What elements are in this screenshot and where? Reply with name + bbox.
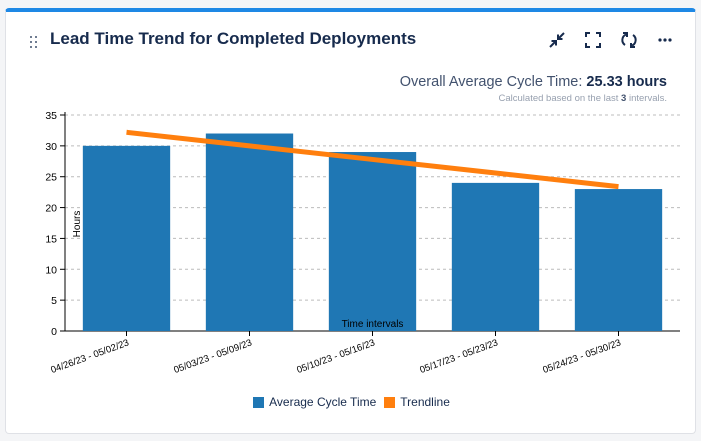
refresh-button[interactable]: [617, 28, 641, 52]
legend-item[interactable]: Trendline: [384, 395, 450, 409]
collapse-button[interactable]: [545, 28, 569, 52]
x-tick-label: 05/03/23 - 05/09/23: [172, 337, 253, 376]
x-tick-label: 05/17/23 - 05/23/23: [418, 337, 499, 376]
trendline: [126, 129, 619, 190]
bar: [451, 182, 540, 331]
summary-note: Calculated based on the last 3 intervals…: [400, 93, 667, 104]
chart-legend: Average Cycle Time Trendline: [6, 395, 697, 411]
more-icon: [658, 38, 672, 42]
y-tick-label: 0: [51, 326, 57, 338]
fullscreen-button[interactable]: [581, 28, 605, 52]
bar: [82, 145, 171, 331]
bar: [574, 189, 663, 331]
legend-item[interactable]: Average Cycle Time: [253, 395, 376, 409]
y-axis-label: Hours: [72, 211, 83, 238]
legend-label: Average Cycle Time: [269, 395, 377, 409]
note-suffix: intervals.: [628, 93, 667, 104]
y-tick-label: 35: [45, 110, 57, 122]
y-tick-label: 5: [51, 295, 57, 307]
note-prefix: Calculated based on the last: [498, 93, 619, 104]
fullscreen-icon: [585, 32, 601, 48]
drag-handle-icon[interactable]: [30, 36, 40, 50]
summary-label: Overall Average Cycle Time:: [399, 74, 583, 90]
y-tick-label: 10: [45, 264, 57, 276]
y-tick-label: 20: [45, 203, 57, 215]
collapse-icon: [549, 32, 565, 48]
y-tick-label: 15: [45, 233, 57, 245]
y-tick-label: 30: [45, 141, 57, 153]
x-tick-label: 05/10/23 - 05/16/23: [295, 337, 376, 376]
more-button[interactable]: [653, 28, 677, 52]
x-tick-label: 04/26/23 - 05/02/23: [49, 337, 130, 376]
widget-title: Lead Time Trend for Completed Deployment…: [50, 29, 417, 48]
bar: [328, 152, 417, 331]
widget-header: Lead Time Trend for Completed Deployment…: [6, 12, 695, 68]
y-tick-label: 25: [45, 172, 57, 184]
overall-average: Overall Average Cycle Time: 25.33 hours: [400, 74, 667, 90]
lead-time-widget: Lead Time Trend for Completed Deployment…: [5, 8, 696, 434]
summary-value: 25.33 hours: [586, 74, 667, 90]
legend-swatch: [253, 396, 265, 408]
bar: [205, 133, 294, 331]
legend-label: Trendline: [400, 395, 450, 409]
refresh-icon: [621, 32, 637, 48]
lead-time-chart: 0 5 10 15 20 25 30 35 04/26/23 - 05/02/23 05/03/2…: [45, 110, 680, 376]
legend-swatch: [384, 396, 396, 408]
x-tick-label: 05/24/23 - 05/30/23: [541, 337, 622, 376]
note-count: 3: [621, 93, 627, 104]
x-axis-label: Time intervals: [342, 319, 404, 330]
cycle-time-summary: Overall Average Cycle Time: 25.33 hours …: [400, 74, 667, 104]
